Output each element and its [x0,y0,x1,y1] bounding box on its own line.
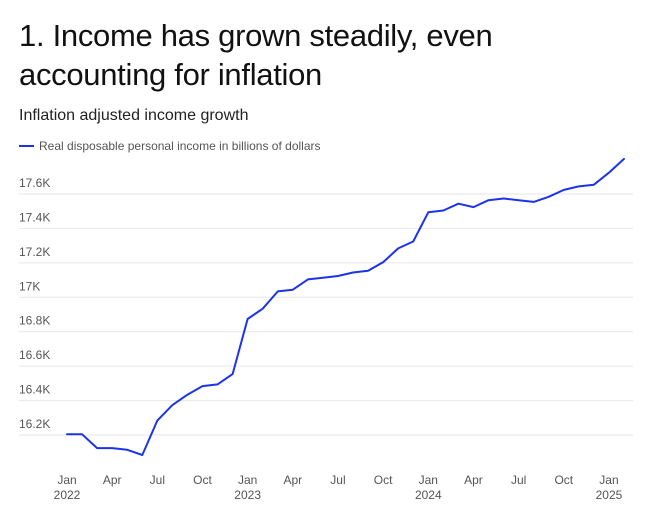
x-tick-label: Jan [599,473,618,487]
x-tick-label: Apr [103,473,122,487]
x-tick-label: Oct [193,473,212,487]
series-line-real-disposable-income [66,157,625,456]
x-tick-label: Jul [511,473,526,487]
x-tick-label: Jul [330,473,345,487]
y-tick-label: 17.2K [19,245,50,259]
x-tick-label: Apr [464,473,483,487]
x-tick-label: Jan [57,473,76,487]
series-layer [66,157,625,456]
x-tick-label: Jan [419,473,438,487]
y-tick-label: 16.4K [19,383,50,397]
y-axis-labels: 16.2K 16.4K 16.6K 16.8K 17K 17.2K 17.4K 17.6K [19,176,50,431]
x-tick-year-label: 2024 [415,488,442,502]
legend-swatch [19,145,34,147]
y-tick-label: 17.6K [19,176,50,190]
x-tick-label: Apr [283,473,302,487]
chart-subtitle: Inflation adjusted income growth [19,107,249,124]
y-tick-label: 17K [19,279,40,293]
chart-title: 1. Income has grown steadily, even accou… [19,18,493,92]
y-tick-label: 17.4K [19,210,50,224]
x-tick-year-label: 2022 [54,488,81,502]
y-tick-label: 16.8K [19,314,50,328]
grid-lines [19,193,633,436]
x-tick-year-label: 2025 [596,488,623,502]
legend-label: Real disposable personal income in billi… [39,139,321,153]
y-tick-label: 16.6K [19,348,50,362]
x-tick-label: Jan [238,473,257,487]
y-tick-label: 16.2K [19,417,50,431]
x-tick-year-label: 2023 [234,488,261,502]
x-tick-label: Oct [554,473,573,487]
x-tick-label: Jul [150,473,165,487]
legend: Real disposable personal income in billi… [19,138,321,154]
x-tick-label: Oct [374,473,393,487]
